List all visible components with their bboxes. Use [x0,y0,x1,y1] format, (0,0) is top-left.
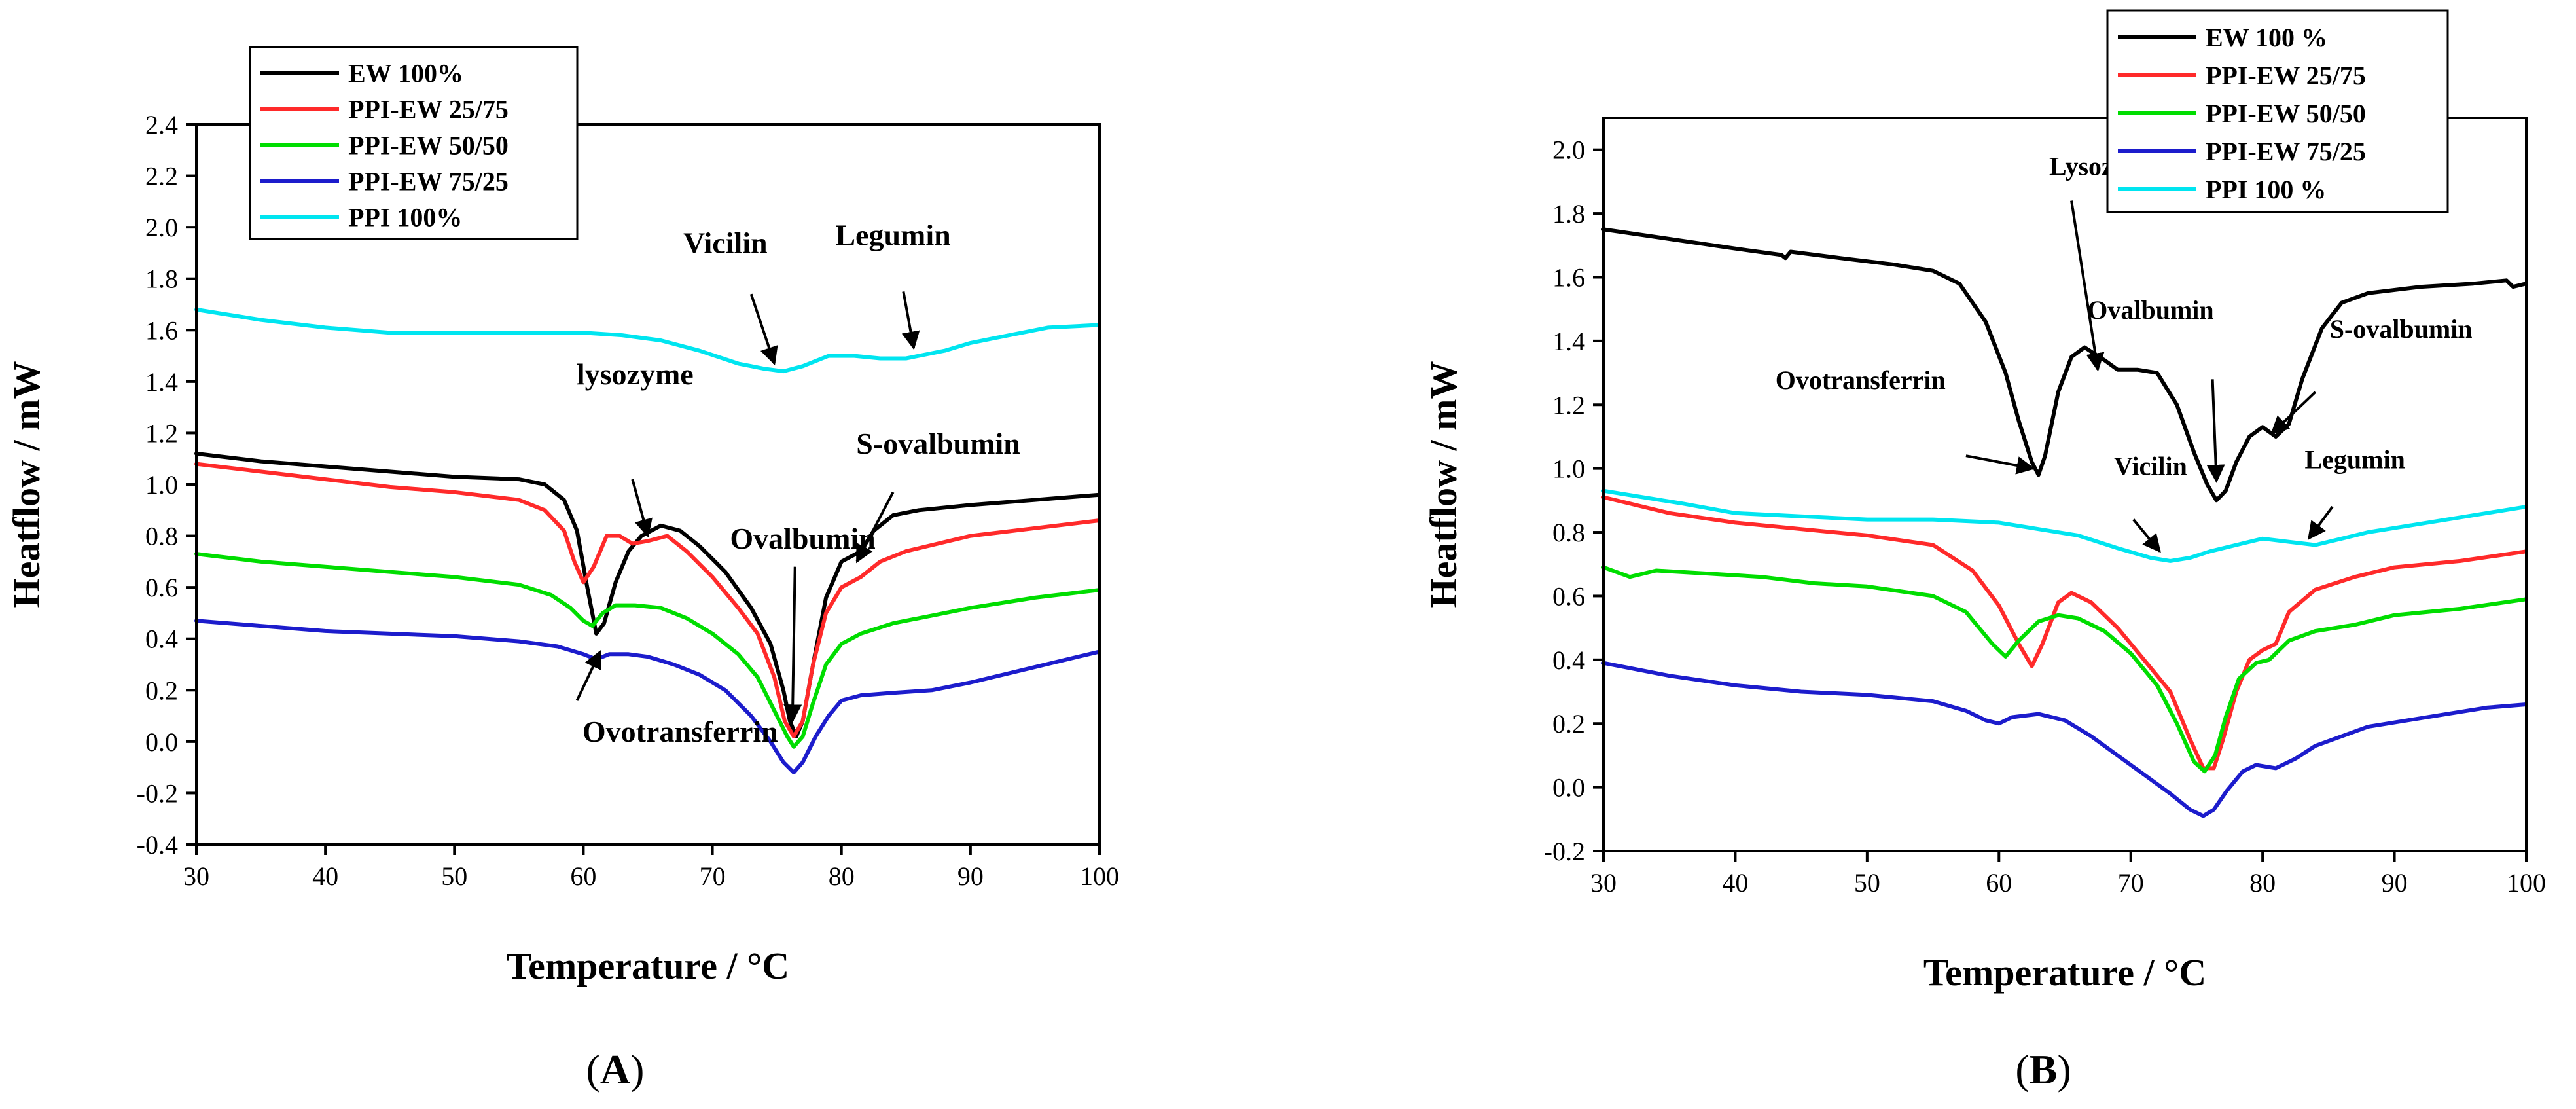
y-axis-title: Heatflow / mW [1422,361,1465,608]
chart-panel-b: 30 40 50 60 70 80 90 100 -0.2 0.0 0.2 0.4 0.6 0.8 1.0 1… [1422,9,2546,994]
annotation-vicilin: Vicilin [683,226,768,259]
legend: EW 100% PPI-EW 25/75 PPI-EW 50/50 PPI-EW 75… [249,46,579,240]
annotation-arrow [749,293,778,366]
legend-entry-label: PPI-EW 50/50 [348,131,509,160]
annotation-vicilin: Vicilin [2114,451,2187,481]
annotation-legumin: Legumin [835,219,950,252]
x-tick-label: 60 [570,862,596,891]
x-tick-label: 100 [1080,862,1119,891]
series-line-ew-100- [194,451,1101,738]
x-tick-label: 30 [183,862,209,891]
x-axis-title: Temperature / °C [507,945,789,987]
series-line-ew-100- [1601,227,2528,503]
annotation-arrow [2070,200,2105,372]
x-tick-label: 30 [1590,868,1617,898]
legend-entry-label: PPI 100 % [2206,175,2326,204]
legend-entry-label: PPI-EW 25/75 [348,95,509,124]
x-tick-label: 50 [1854,868,1880,898]
annotation-ovalbumin: Ovalbumin [2087,295,2213,325]
y-tick-label: 1.8 [145,264,178,294]
y-tick-label: 0.2 [1552,709,1585,738]
legend-entry-label: PPI 100% [348,203,462,232]
y-tick-label: 1.6 [1552,263,1585,292]
series-line-ppi-ew-50-50 [1601,565,2528,774]
y-axis-title: Heatflow / mW [5,361,48,608]
y-tick-label: 0.8 [1552,518,1585,547]
x-tick-label: 90 [957,862,984,891]
annotation-arrow [1965,454,2035,475]
y-tick-label: 1.0 [145,470,178,500]
annotation-arrow [2307,505,2334,541]
annotation-arrow [2132,518,2161,553]
annotation-arrow [855,491,895,564]
x-tick-label: 100 [2507,868,2546,898]
y-tick-label: 1.6 [145,316,178,345]
panel-label-b: (B) [2015,1046,2071,1093]
y-tick-label: 0.6 [145,573,178,602]
legend-entry-label: PPI-EW 75/25 [348,167,509,196]
annotation-s-ovalbumin: S-ovalbumin [2330,314,2473,344]
y-tick-label: 0.8 [145,522,178,551]
annotation-arrow [901,291,920,350]
y-tick-label: 0.0 [1552,773,1585,803]
legend-entry-label: PPI-EW 50/50 [2206,99,2366,128]
y-tick-label: 1.8 [1552,199,1585,228]
series-line-ppi-ew-25-75 [194,462,1101,738]
annotation-arrow [575,649,601,701]
y-tick-label: -0.2 [1544,837,1585,866]
y-tick-label: 1.0 [1552,454,1585,484]
x-tick-label: 70 [2118,868,2144,898]
x-axis-title: Temperature / °C [1923,951,2206,994]
y-tick-label: 0.4 [1552,645,1585,675]
y-tick-label: 0.6 [1552,581,1585,611]
series-line-ppi-ew-25-75 [1601,495,2528,771]
x-tick-label: 80 [829,862,855,891]
y-tick-label: 0.2 [145,676,178,705]
annotation-arrow [783,566,802,723]
legend: EW 100 % PPI-EW 25/75 PPI-EW 50/50 PPI-EW 7… [2106,9,2449,213]
annotation-ovotransferrin: Ovotransferrin [1776,365,1946,395]
annotation-arrow [2206,379,2225,483]
x-tick-label: 40 [1722,868,1748,898]
y-tick-label: 2.2 [145,162,178,191]
x-tick-label: 70 [700,862,726,891]
x-tick-label: 90 [2382,868,2408,898]
legend-entry-label: EW 100 % [2206,23,2327,52]
y-tick-label: 2.4 [145,110,178,139]
panel-label-a: (A) [586,1046,645,1093]
y-tick-label: -0.4 [137,830,178,860]
y-tick-label: 1.4 [145,367,178,397]
x-tick-label: 40 [312,862,338,891]
series-line-ppi-100- [1601,488,2528,563]
annotation-legumin: Legumin [2304,445,2405,475]
y-tick-label: 2.0 [1552,136,1585,165]
series-line-ppi-ew-75-25 [194,619,1101,774]
annotation-lysozyme: lysozyme [577,357,694,391]
x-tick-label: 50 [441,862,467,891]
y-tick-label: 0.4 [145,625,178,654]
annotation-ovalbumin: Ovalbumin [730,522,875,555]
x-tick-label: 60 [1986,868,2012,898]
annotation-ovotransferrin: Ovotransferrin [582,715,778,748]
legend-entry-label: EW 100% [348,59,463,88]
series-line-ppi-ew-50-50 [194,552,1101,749]
x-tick-label: 80 [2249,868,2276,898]
y-tick-label: 1.2 [145,418,178,448]
y-tick-label: 2.0 [145,213,178,242]
annotation-arrow [631,479,653,538]
legend-entry-label: PPI-EW 25/75 [2206,61,2366,90]
series-line-ppi-ew-75-25 [1601,661,2528,818]
y-tick-label: 1.2 [1552,390,1585,420]
series-line-ppi-100- [194,307,1101,374]
legend-entry-label: PPI-EW 75/25 [2206,137,2366,166]
annotation-s-ovalbumin: S-ovalbumin [856,427,1020,460]
plot-frame [1602,117,2528,852]
y-tick-label: 1.4 [1552,327,1585,356]
chart-panel-a: 30 40 50 60 70 80 90 100 -0.4 -0.2 0.0 0.2 0.4 0.6 0.8… [5,46,1119,987]
y-tick-label: 0.0 [145,727,178,757]
y-tick-label: -0.2 [137,778,178,808]
annotation-arrow [2270,391,2317,435]
